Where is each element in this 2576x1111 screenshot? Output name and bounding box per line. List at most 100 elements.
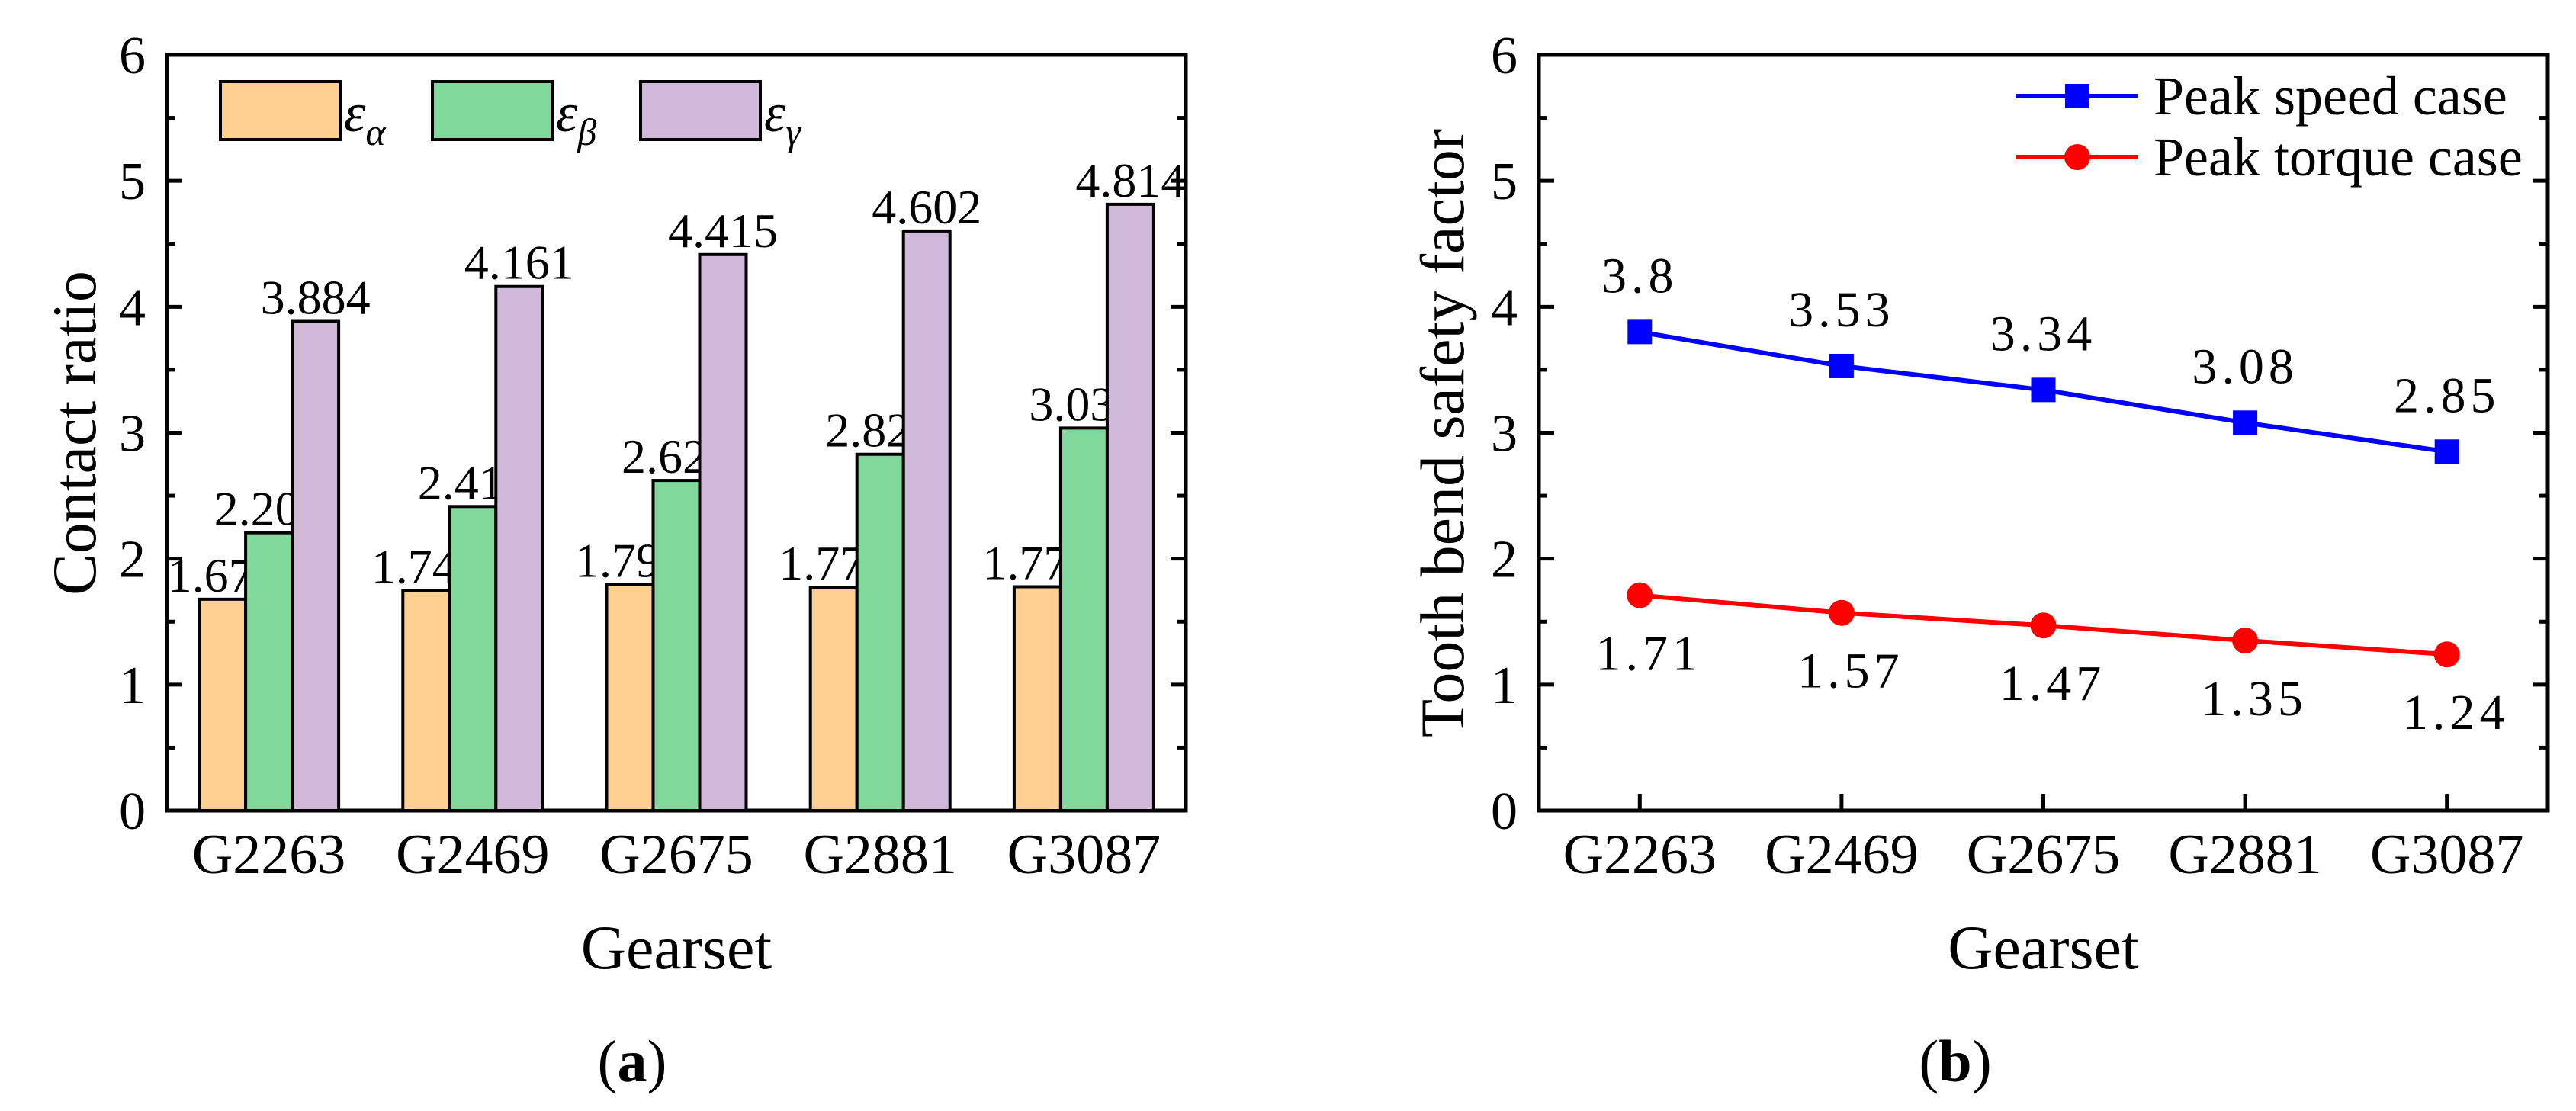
y-tick-label: 5 — [119, 153, 146, 211]
caption-letter: a — [618, 1028, 647, 1094]
data-label: 4.415 — [668, 204, 778, 258]
bar — [244, 531, 294, 812]
bar — [901, 229, 952, 812]
bar — [1105, 202, 1155, 812]
x-tick-label: G2263 — [1563, 824, 1717, 886]
bar — [1012, 585, 1062, 812]
bar — [291, 319, 341, 812]
x-tick-label: G2469 — [1765, 824, 1918, 886]
legend-label: εβ — [556, 82, 596, 153]
legend-marker-square — [2065, 84, 2089, 108]
data-marker-square — [1829, 353, 1854, 378]
data-marker-circle — [1828, 599, 1855, 626]
data-label: 3.53 — [1788, 282, 1895, 338]
legend-item: Peak speed case — [2016, 66, 2507, 127]
legend-subscript: β — [577, 111, 596, 153]
data-label: 1.57 — [1797, 644, 1904, 699]
x-axis-title: Gearset — [1948, 913, 2139, 982]
data-label: 1.47 — [1999, 656, 2106, 711]
bar — [1058, 426, 1109, 813]
legend-label: εγ — [764, 82, 801, 153]
x-tick-label: G3087 — [2370, 824, 2523, 886]
x-tick-label: G2675 — [599, 824, 753, 886]
y-tick-label: 2 — [119, 531, 146, 589]
legend-symbol: ε — [764, 82, 786, 143]
bar — [698, 252, 748, 812]
y-tick-label: 0 — [119, 782, 146, 841]
data-marker-circle — [2232, 628, 2259, 654]
data-marker-square — [2434, 439, 2459, 464]
panel-caption: (a) — [598, 1028, 667, 1094]
data-label: 3.884 — [261, 270, 371, 324]
x-tick-label: G3087 — [1007, 824, 1161, 886]
data-marker-square — [2031, 377, 2056, 403]
y-axis-title: Contact ratio — [40, 271, 109, 596]
y-axis-title: Tooth bend safety factor — [1408, 129, 1477, 737]
legend-label: εα — [344, 82, 387, 153]
legend-item: εα — [219, 80, 387, 153]
bar — [651, 479, 702, 812]
y-tick-label: 5 — [1491, 153, 1518, 211]
y-tick-label: 1 — [119, 657, 146, 715]
y-tick-label: 4 — [1491, 278, 1518, 337]
data-label: 3.34 — [1990, 306, 2097, 361]
data-label: 4.814 — [1075, 153, 1185, 207]
bar — [401, 589, 451, 813]
legend-subscript: α — [365, 111, 387, 153]
data-marker-circle — [1627, 582, 1653, 608]
legend-item: Peak torque case — [2016, 127, 2523, 188]
y-tick-label: 4 — [119, 278, 146, 337]
data-label: 4.161 — [464, 236, 574, 290]
x-tick-label: G2263 — [192, 824, 345, 886]
panel-b-line-chart: 0 1 2 3 4 5 6 G2263 G2469 G2675 G2881 G3087 Gearset 3… — [1408, 27, 2550, 1094]
caption-paren-open: ( — [1919, 1028, 1938, 1094]
bar — [198, 597, 248, 812]
data-label: 3.8 — [1601, 248, 1678, 303]
y-tick-label: 3 — [119, 405, 146, 464]
data-marker-circle — [2433, 641, 2460, 668]
bar — [855, 452, 905, 813]
panel-caption: (b) — [1919, 1028, 1991, 1094]
legend-symbol: ε — [344, 82, 366, 143]
data-label: 3.08 — [2192, 339, 2298, 394]
legend-label: Peak torque case — [2154, 127, 2523, 188]
legend-swatch — [639, 80, 762, 141]
caption-paren-close: ) — [1972, 1028, 1992, 1094]
caption-paren-open: ( — [598, 1028, 618, 1094]
caption-paren-close: ) — [647, 1028, 667, 1094]
bar — [448, 505, 498, 812]
data-label: 1.71 — [1596, 626, 1703, 682]
y-tick-label: 3 — [1491, 405, 1518, 464]
y-tick-label: 0 — [1491, 782, 1518, 841]
y-tick-label: 6 — [119, 27, 146, 85]
legend-item: εβ — [431, 80, 596, 153]
bar — [808, 586, 859, 812]
y-tick-label: 6 — [1491, 27, 1518, 85]
data-label: 1.24 — [2403, 685, 2510, 740]
data-marker-square — [1627, 319, 1653, 345]
bar — [494, 284, 544, 812]
x-tick-label: G2881 — [2168, 824, 2321, 886]
legend-subscript: γ — [785, 111, 801, 153]
bar — [605, 583, 655, 812]
x-tick-label: G2469 — [396, 824, 549, 886]
x-tick-label: G2881 — [803, 824, 956, 886]
legend-item: εγ — [639, 80, 801, 153]
x-tick-label: G2675 — [1967, 824, 2120, 886]
data-marker-square — [2233, 410, 2258, 435]
data-label: 1.35 — [2201, 671, 2308, 727]
y-tick-label: 2 — [1491, 531, 1518, 589]
data-marker-circle — [2030, 612, 2057, 639]
caption-letter: b — [1938, 1028, 1971, 1094]
data-label: 2.85 — [2394, 368, 2501, 423]
x-axis-title: Gearset — [581, 913, 772, 982]
data-label: 4.602 — [872, 180, 981, 234]
legend-label: Peak speed case — [2154, 66, 2507, 127]
legend-marker-circle — [2064, 144, 2090, 170]
legend-swatch — [431, 80, 554, 141]
y-tick-label: 1 — [1491, 657, 1518, 715]
legend-symbol: ε — [556, 82, 578, 143]
legend-swatch — [219, 80, 342, 141]
